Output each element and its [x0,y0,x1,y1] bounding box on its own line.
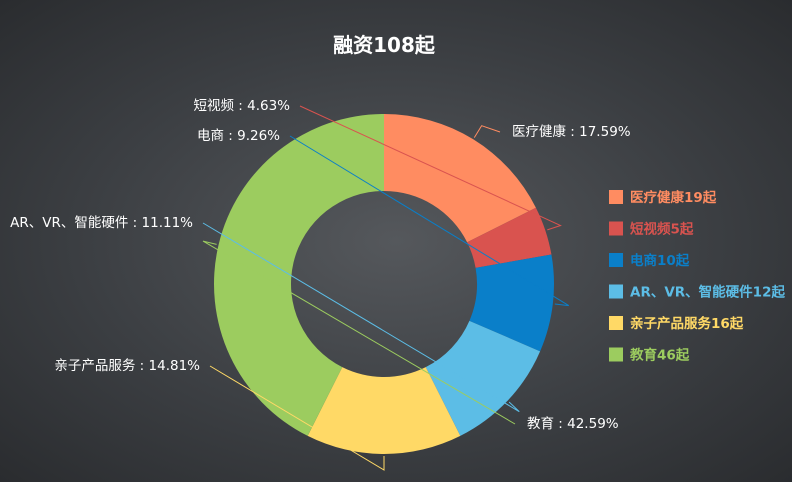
leader-lines [202,105,570,471]
legend-swatch-2 [609,221,623,236]
leader-line-4 [202,222,520,413]
leader-line-3 [289,135,570,307]
legend-swatch-6 [609,347,623,362]
slice-label-2: 短视频 : 4.63% [193,98,290,114]
legend-swatch-3 [609,253,623,267]
legend-swatch-1 [609,190,623,204]
legend-swatch-5 [609,316,623,330]
legend-label-5: 亲子产品服务16起 [630,315,744,332]
legend-label-3: 电商10起 [630,252,690,269]
leader-line-1 [473,125,501,138]
slice-6 [214,114,384,436]
legend-label-6: 教育46起 [630,347,690,364]
slice-3 [469,254,554,352]
legend-label-1: 医疗健康19起 [630,189,717,206]
slice-label-5: 亲子产品服务 : 14.81% [54,358,200,374]
slice-1 [384,114,536,243]
leader-line-6 [202,240,516,425]
slice-4 [425,320,541,436]
leader-line-5 [209,365,385,471]
slice-label-6: 教育 : 42.59% [527,416,619,432]
legend-swatch-4 [609,284,623,299]
slice-labels: 医疗健康 : 17.59% 短视频 : 4.63% 电商 : 9.26% AR、VR、… [10,98,631,432]
slice-label-1: 医疗健康 : 17.59% [512,123,631,140]
legend-label-2: 短视频5起 [630,221,694,238]
donut-slices [214,114,554,454]
chart-title: 融资108起 [333,33,436,57]
slice-label-3: 电商 : 9.26% [197,128,280,144]
legend-label-4: AR、VR、智能硬件12起 [630,284,785,301]
slice-label-4: AR、VR、智能硬件 : 11.11% [10,215,193,231]
slice-5 [307,367,461,454]
slice-2 [467,207,552,268]
leader-line-2 [299,105,562,231]
